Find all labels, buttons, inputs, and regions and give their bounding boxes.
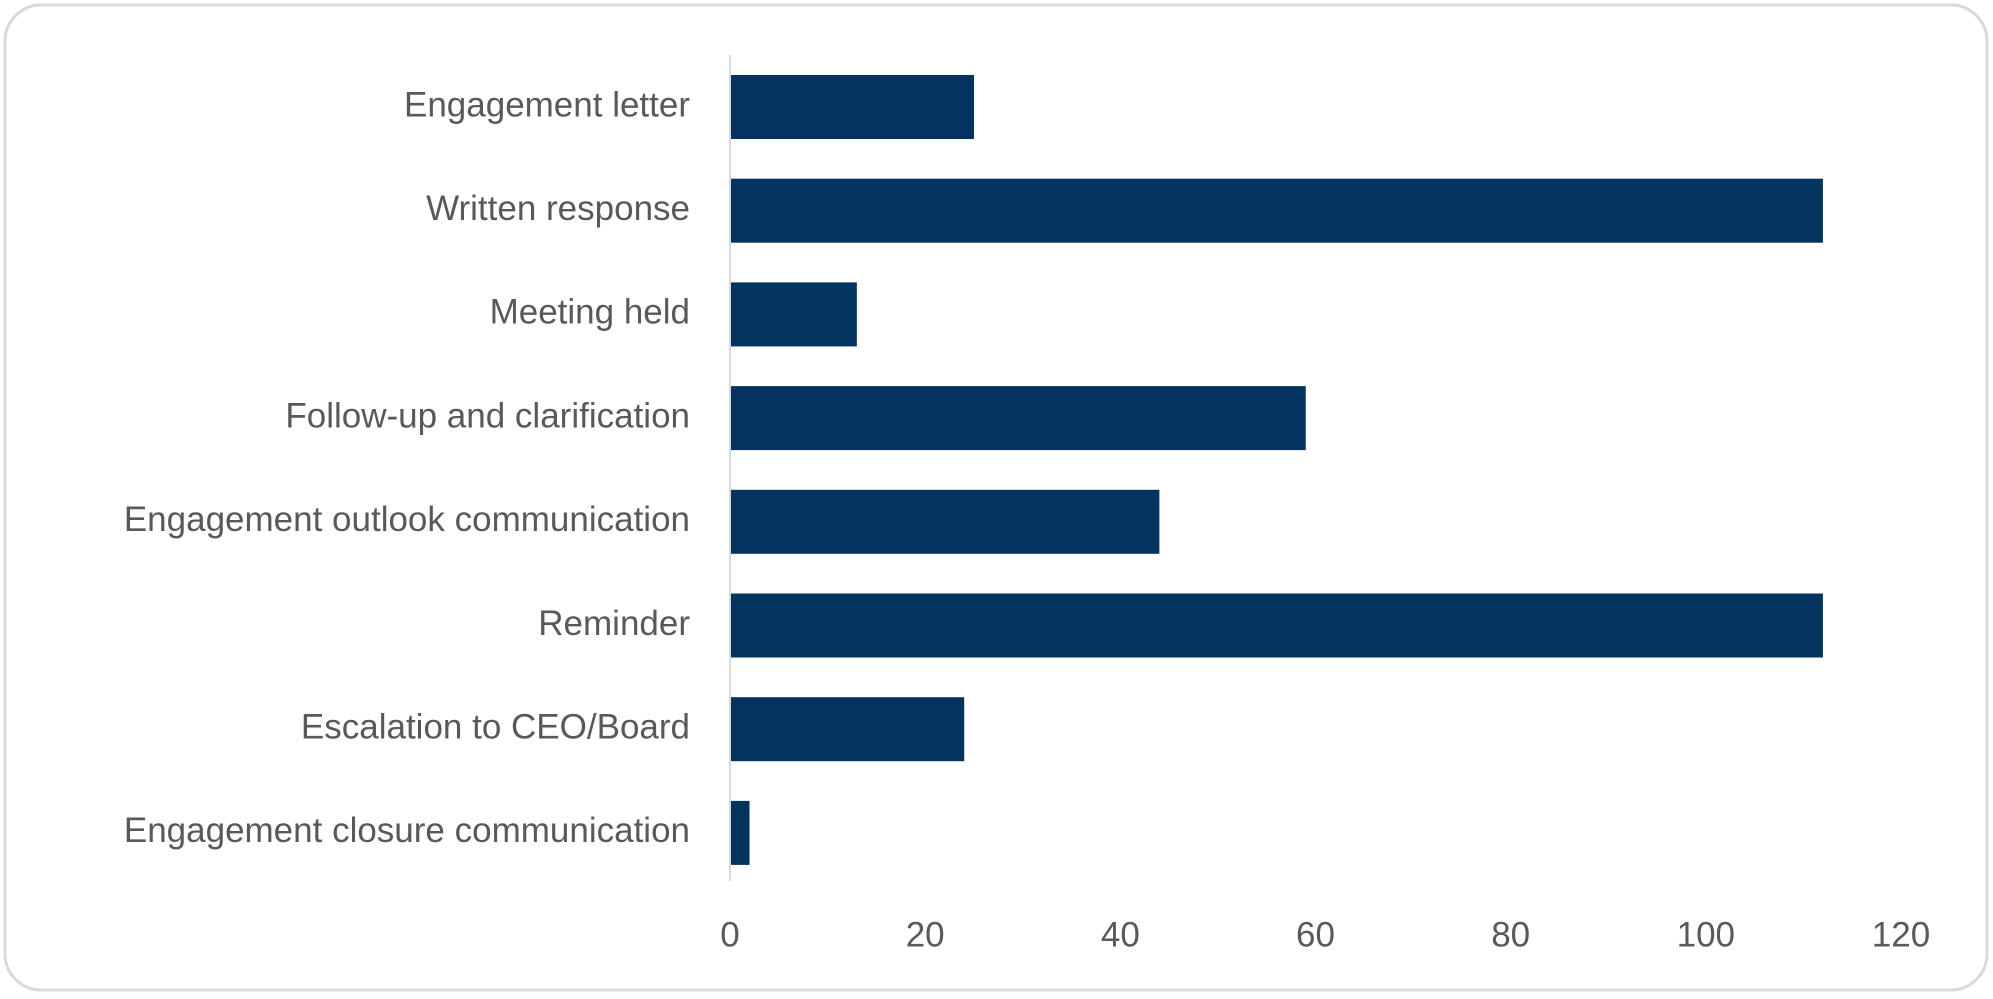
x-tick-label: 100 <box>1677 915 1735 954</box>
bar <box>730 282 857 347</box>
bar <box>730 178 1823 243</box>
y-tick-label: Engagement letter <box>404 85 690 124</box>
y-tick-label: Escalation to CEO/Board <box>301 707 690 746</box>
y-tick-label: Engagement closure communication <box>124 811 690 850</box>
bar <box>730 593 1823 658</box>
x-tick-label: 120 <box>1872 915 1930 954</box>
y-tick-label: Written response <box>426 189 690 228</box>
y-tick-label: Meeting held <box>490 293 690 332</box>
x-tick-label: 40 <box>1101 915 1140 954</box>
bar <box>730 489 1160 554</box>
y-tick-label: Engagement outlook communication <box>124 500 690 539</box>
x-tick-label: 80 <box>1491 915 1530 954</box>
bar <box>730 697 965 762</box>
y-tick-label: Reminder <box>538 604 690 643</box>
bar <box>730 386 1306 451</box>
bar <box>730 800 750 865</box>
y-tick-label: Follow-up and clarification <box>285 396 690 435</box>
x-tick-label: 20 <box>906 915 945 954</box>
bar <box>730 75 974 139</box>
x-tick-label: 60 <box>1296 915 1335 954</box>
x-tick-label: 0 <box>720 915 739 954</box>
